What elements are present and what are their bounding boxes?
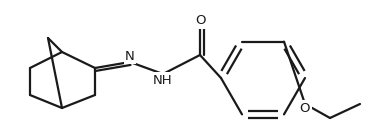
Text: O: O xyxy=(300,102,310,115)
Text: N: N xyxy=(125,50,135,63)
Text: O: O xyxy=(195,14,205,27)
Text: NH: NH xyxy=(153,74,173,87)
